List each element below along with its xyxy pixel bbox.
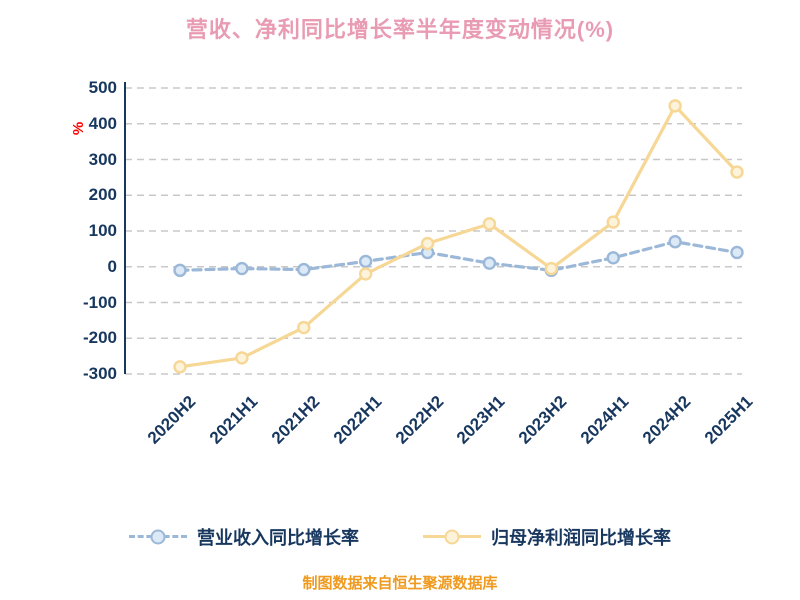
legend-line-marker-netprofit — [423, 528, 481, 546]
y-tick-label: 100 — [88, 221, 117, 240]
legend-label-netprofit: 归母净利润同比增长率 — [491, 528, 671, 548]
legend-label-revenue: 营业收入同比增长率 — [197, 528, 359, 548]
y-tick-label: 200 — [88, 185, 117, 205]
data-point — [730, 165, 744, 179]
y-tick-label: 0 — [107, 256, 117, 276]
legend-line-marker-revenue — [129, 528, 187, 546]
data-point — [668, 99, 682, 113]
y-tick-label: 400 — [88, 113, 117, 133]
data-point — [668, 235, 682, 249]
series-line-0 — [178, 240, 739, 272]
data-point — [420, 236, 435, 251]
legend: 营业收入同比增长率 归母净利润同比增长率 — [0, 524, 800, 550]
data-point — [297, 262, 311, 277]
legend-item-netprofit: 归母净利润同比增长率 — [423, 524, 671, 550]
y-tick-label: -200 — [82, 328, 117, 348]
data-source-note: 制图数据来自恒生聚源数据库 — [302, 575, 498, 592]
y-tick-label: 300 — [88, 149, 117, 169]
legend-dot-revenue — [150, 529, 166, 545]
legend-item-revenue: 营业收入同比增长率 — [129, 524, 359, 550]
data-point — [482, 256, 497, 270]
data-point — [730, 245, 744, 260]
y-tick-label: -300 — [82, 364, 117, 383]
data-point — [358, 254, 373, 269]
y-tick-label: 500 — [88, 78, 117, 97]
series-line-1 — [178, 104, 739, 369]
data-point — [297, 320, 311, 335]
data-point — [482, 217, 497, 231]
data-point — [235, 351, 249, 365]
data-point — [358, 267, 373, 281]
data-point — [173, 360, 187, 374]
chart-title: 营收、净利同比增长率半年度变动情况(%) — [185, 17, 615, 42]
data-point — [235, 261, 249, 276]
data-point — [173, 263, 187, 278]
data-point — [544, 261, 559, 276]
data-point — [606, 215, 620, 229]
y-tick-label: -100 — [82, 292, 117, 312]
data-point — [606, 251, 620, 265]
legend-dot-netprofit — [444, 529, 460, 545]
